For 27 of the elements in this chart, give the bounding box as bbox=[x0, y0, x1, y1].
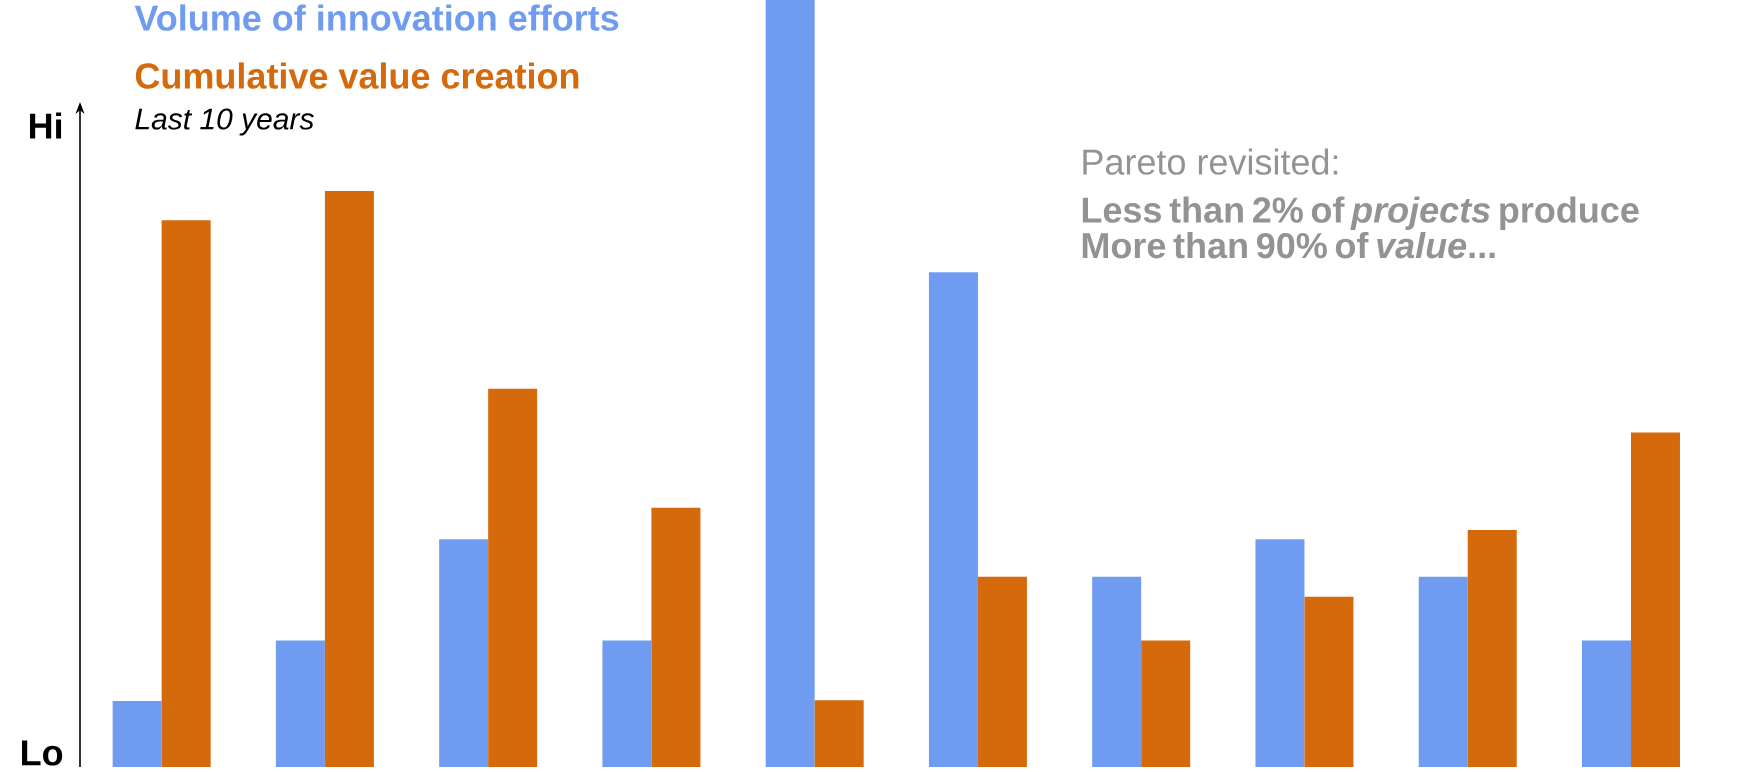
bar bbox=[1092, 576, 1142, 767]
text: Hi bbox=[30, 112, 62, 139]
bar bbox=[1467, 529, 1517, 767]
bar bbox=[1418, 576, 1468, 767]
text: Volume of innovation efforts bbox=[134, 4, 619, 31]
bar bbox=[765, 0, 815, 767]
text: Last 10 years bbox=[135, 108, 314, 136]
bar bbox=[1304, 596, 1354, 767]
bar bbox=[1630, 432, 1680, 767]
bar bbox=[814, 700, 864, 767]
bar bbox=[977, 576, 1027, 767]
bar bbox=[488, 388, 538, 767]
text: Cumulative value creation bbox=[135, 62, 579, 89]
bar bbox=[1255, 539, 1305, 767]
bar bbox=[602, 640, 652, 767]
bar bbox=[1581, 640, 1631, 767]
annotation: Pareto revisited: bbox=[1083, 148, 1338, 175]
text: Less than 2% of projects produce More than 90% of value... bbox=[1082, 196, 1639, 259]
bar bbox=[275, 640, 325, 767]
bar bbox=[439, 539, 489, 767]
bar bbox=[928, 272, 978, 767]
bar bbox=[161, 220, 211, 767]
text: Lo bbox=[22, 740, 63, 766]
bar bbox=[1141, 640, 1191, 767]
bar bbox=[651, 507, 701, 767]
bar bbox=[112, 701, 162, 767]
bar bbox=[324, 190, 374, 767]
